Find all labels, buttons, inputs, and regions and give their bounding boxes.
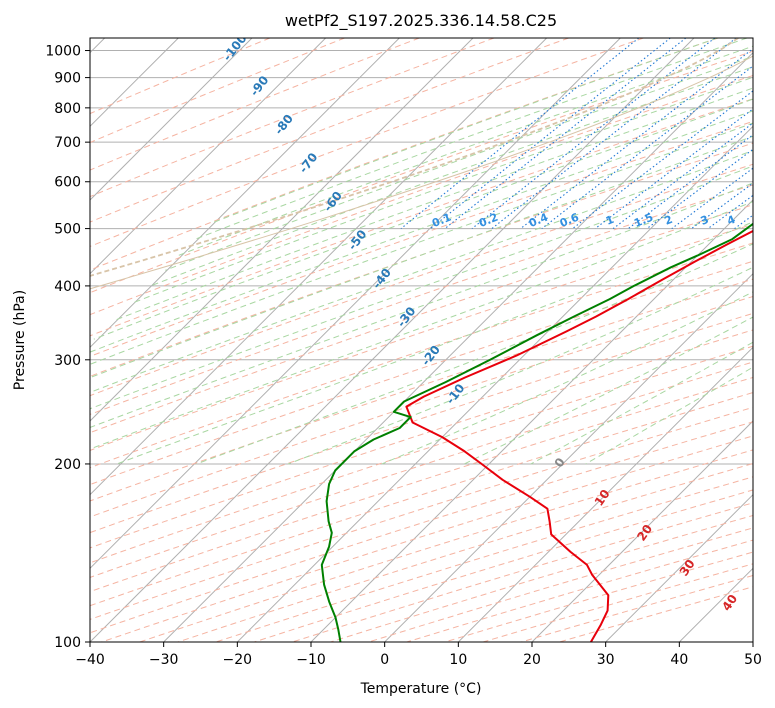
mixing-ratio-line	[400, 38, 640, 230]
isotherm-line	[90, 38, 695, 642]
moist-adiabats	[90, 38, 753, 465]
y-tick-label: 400	[54, 279, 81, 295]
isotherm-line	[531, 420, 753, 642]
moist-adiabat-line	[463, 316, 753, 465]
plot-frame	[89, 37, 754, 643]
dry-adiabat-line	[139, 449, 753, 642]
isotherm-line	[90, 38, 400, 349]
y-tick-label: 600	[54, 175, 81, 191]
dry-adiabat-line	[292, 502, 753, 642]
plot-area: 0.10.20.40.611.52346810131620253036-100-…	[90, 38, 753, 642]
x-tick-label: −30	[149, 652, 179, 668]
dry-adiabat-line	[90, 184, 753, 415]
dry-adiabat-line	[90, 38, 644, 248]
y-tick-label: 300	[54, 353, 81, 369]
mixing-ratio-line	[430, 38, 671, 230]
isotherm-lines	[90, 38, 753, 642]
dry-adiabat-line	[90, 38, 719, 271]
isotherm-line	[90, 38, 253, 201]
isobar-lines	[90, 50, 753, 642]
dry-adiabat-line	[90, 38, 345, 144]
dry-adiabat-line	[90, 223, 753, 451]
mixing-ratio-lines	[400, 38, 753, 230]
y-tick-label: 500	[54, 222, 81, 238]
mixing-ratio-label: 1	[604, 213, 616, 228]
y-tick-label: 100	[54, 635, 81, 651]
moist-adiabat-line	[195, 38, 748, 240]
moist-adiabat-line	[90, 149, 753, 393]
moist-adiabat-line	[90, 201, 753, 450]
x-tick-label: 50	[744, 652, 762, 668]
y-tick-label: 1000	[45, 44, 81, 60]
moist-adiabat-line	[114, 87, 753, 321]
temperature-profile-line	[405, 229, 753, 642]
moist-adiabat-line	[93, 98, 753, 340]
moist-adiabat-line	[90, 182, 753, 428]
y-axis-label: Pressure (hPa)	[12, 290, 28, 390]
isotherm-line	[90, 38, 548, 496]
y-axis: 100 200 300 400 500 600 700 800 900 1000	[45, 44, 90, 651]
dry-adiabat-line	[90, 120, 753, 357]
dry-adiabat-line	[90, 361, 753, 578]
isotherm-line	[384, 272, 753, 642]
x-tick-label: 10	[449, 652, 467, 668]
y-tick-label: 700	[54, 135, 81, 151]
dry-adiabat-line	[90, 163, 753, 397]
mixing-ratio-line	[541, 65, 753, 230]
x-tick-label: 30	[597, 652, 615, 668]
dry-adiabat-line	[330, 514, 753, 642]
moist-adiabat-line	[177, 45, 753, 257]
dry-adiabat-line	[177, 462, 753, 642]
x-axis-label: Temperature (°C)	[360, 681, 482, 697]
profile-series	[320, 222, 753, 642]
dry-adiabat-line	[90, 376, 753, 593]
moist-adiabat-line	[90, 165, 753, 410]
mixing-ratio-label: 3	[699, 213, 711, 228]
dry-adiabat-line	[90, 204, 753, 434]
dewpoint-profile-line	[320, 222, 753, 642]
x-axis: −40 −30 −20 −10 0 10 20 30 40 50	[75, 642, 762, 668]
isotherm-line	[90, 38, 327, 275]
dry-adiabat-line	[90, 98, 753, 337]
mixing-ratio-label: 2	[662, 213, 674, 228]
dry-adiabat-line	[90, 345, 753, 564]
mixing-ratio-line	[572, 90, 753, 230]
y-tick-label: 900	[54, 71, 81, 87]
x-tick-label: 40	[670, 652, 688, 668]
dry-adiabat-line	[215, 476, 753, 642]
dry-adiabat-line	[90, 38, 420, 171]
dry-adiabat-line	[90, 142, 753, 377]
isotherm-line	[163, 51, 753, 642]
moist-adiabat-line	[90, 135, 753, 379]
dry-adiabat-line	[90, 329, 753, 549]
lcl-curve	[90, 55, 753, 290]
x-tick-label: 0	[380, 652, 389, 668]
dry-adiabat-line	[90, 38, 495, 198]
mixing-ratio-line	[671, 167, 753, 230]
x-tick-label: −40	[75, 652, 105, 668]
isotherm-line	[605, 493, 753, 642]
moist-adiabat-line	[210, 38, 718, 224]
chart-title: wetPf2_S197.2025.336.14.58.C25	[285, 11, 557, 31]
moist-adiabat-line	[165, 55, 753, 271]
x-tick-label: −10	[296, 652, 326, 668]
x-tick-label: −20	[223, 652, 253, 668]
lcl-curves	[90, 38, 753, 290]
moist-adiabat-line	[133, 76, 753, 303]
moist-adiabat-line	[196, 243, 753, 465]
x-tick-label: 20	[523, 652, 541, 668]
mixing-ratio-line	[594, 108, 753, 230]
y-tick-label: 200	[54, 457, 81, 473]
moist-adiabat-line	[150, 66, 753, 287]
isotherm-line	[90, 38, 474, 422]
isotherm-line	[310, 199, 753, 642]
isotherm-line	[236, 125, 753, 642]
mixing-ratio-line	[520, 48, 753, 230]
y-tick-label: 800	[54, 101, 81, 117]
dry-adiabat-line	[254, 489, 753, 642]
moist-adiabat-line	[381, 291, 753, 465]
dry-adiabats	[90, 38, 753, 642]
